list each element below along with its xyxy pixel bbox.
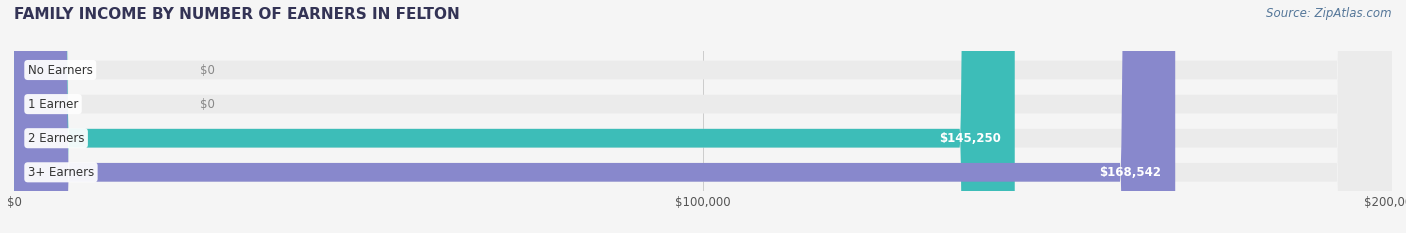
- FancyBboxPatch shape: [14, 0, 1015, 233]
- Text: No Earners: No Earners: [28, 64, 93, 76]
- Text: $168,542: $168,542: [1099, 166, 1161, 179]
- FancyBboxPatch shape: [14, 0, 1392, 233]
- FancyBboxPatch shape: [14, 0, 1175, 233]
- Text: $0: $0: [200, 64, 215, 76]
- Text: $145,250: $145,250: [939, 132, 1001, 145]
- Text: $0: $0: [200, 98, 215, 111]
- Text: FAMILY INCOME BY NUMBER OF EARNERS IN FELTON: FAMILY INCOME BY NUMBER OF EARNERS IN FE…: [14, 7, 460, 22]
- Text: 3+ Earners: 3+ Earners: [28, 166, 94, 179]
- FancyBboxPatch shape: [14, 0, 1392, 233]
- FancyBboxPatch shape: [14, 0, 1392, 233]
- Text: Source: ZipAtlas.com: Source: ZipAtlas.com: [1267, 7, 1392, 20]
- Text: 2 Earners: 2 Earners: [28, 132, 84, 145]
- FancyBboxPatch shape: [14, 0, 1392, 233]
- Text: 1 Earner: 1 Earner: [28, 98, 79, 111]
